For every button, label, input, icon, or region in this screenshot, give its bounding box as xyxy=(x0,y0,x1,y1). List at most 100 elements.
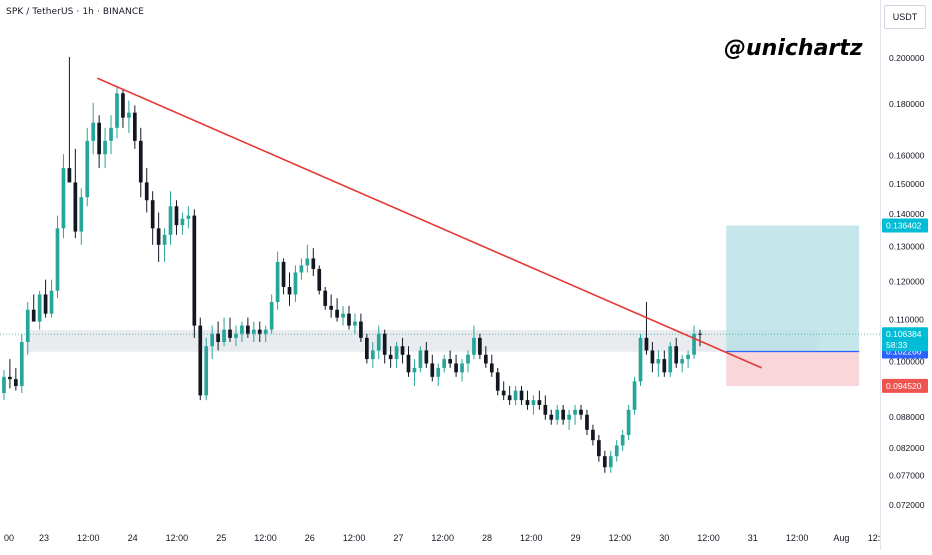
symbol-title: SPK / TetherUS · 1h · BINANCE xyxy=(6,7,144,17)
candle-body xyxy=(483,354,488,364)
candle-body xyxy=(507,395,512,401)
candle-body xyxy=(579,409,583,415)
candle-body xyxy=(662,359,667,373)
candle-body xyxy=(234,333,238,338)
candle-body xyxy=(180,218,185,226)
candle-body xyxy=(144,182,149,201)
candle-body xyxy=(311,258,316,269)
price-tick-label: 0.130000 xyxy=(889,241,925,251)
candle-body xyxy=(424,350,429,364)
time-tick-label: 29 xyxy=(571,533,581,543)
time-tick-label: 12:00 xyxy=(166,533,189,543)
candle-body xyxy=(79,197,84,232)
candle-body xyxy=(287,287,292,295)
candle-body xyxy=(537,400,542,405)
candle-body xyxy=(353,321,357,326)
candle-body xyxy=(614,445,619,457)
candle-body xyxy=(8,376,12,380)
candle-body xyxy=(692,333,696,355)
candle-body xyxy=(138,140,143,183)
time-tick-label: 12:00 xyxy=(77,533,100,543)
candle-body xyxy=(608,456,613,468)
time-tick-label: 12:00 xyxy=(786,533,809,543)
candle-body xyxy=(680,359,684,364)
candle-body xyxy=(2,376,6,394)
price-tick-label: 0.120000 xyxy=(889,277,925,287)
time-tick-label: 00 xyxy=(4,533,14,543)
candle-body xyxy=(132,112,137,141)
price-tick-label: 0.160000 xyxy=(889,151,925,161)
time-tick-label: 30 xyxy=(659,533,669,543)
candle-body xyxy=(341,313,345,318)
price-scale[interactable]: 0.200000 0.180000 0.160000 0.150000 0.140000… xyxy=(880,0,932,550)
time-tick-label: 24 xyxy=(128,533,138,543)
candle-body xyxy=(317,268,322,291)
candle-body xyxy=(115,93,119,128)
time-tick-label: 12:00 xyxy=(254,533,277,543)
price-tick-label: 0.100000 xyxy=(889,356,925,366)
time-tick-label: 12:00 xyxy=(609,533,632,543)
candle-body xyxy=(55,228,60,291)
candle-body xyxy=(489,363,494,373)
price-tick-label: 0.077000 xyxy=(889,471,925,481)
target-zone xyxy=(726,225,860,352)
candle-body xyxy=(430,363,435,377)
candle-body xyxy=(67,168,72,183)
candle-body xyxy=(275,261,280,303)
price-tick-label: 0.088000 xyxy=(889,412,925,422)
candle-body xyxy=(644,337,649,351)
candle-body xyxy=(281,261,286,288)
candle-body xyxy=(174,206,179,226)
candle-body xyxy=(620,434,625,446)
candle-body xyxy=(394,346,399,360)
candle-body xyxy=(382,333,387,355)
candle-body xyxy=(454,363,458,373)
candle-body xyxy=(698,333,702,335)
price-axis: 0.200000 0.180000 0.160000 0.150000 0.140000… xyxy=(882,53,928,510)
entry-price-tag: 0.102266 xyxy=(886,346,922,356)
candle-body xyxy=(472,337,476,355)
candle-body xyxy=(513,390,518,401)
candle-body xyxy=(150,200,155,229)
candle-body xyxy=(448,359,452,364)
candle-body xyxy=(365,337,369,360)
candle-body xyxy=(549,414,554,420)
candle-body xyxy=(97,122,101,155)
candle-body xyxy=(585,414,589,430)
candle-body xyxy=(240,325,244,334)
time-tick-label: 23 xyxy=(39,533,49,543)
candle-body xyxy=(668,346,673,373)
stop-price-tag-bg xyxy=(882,378,928,393)
candle-body xyxy=(388,354,393,360)
candle-body xyxy=(329,305,333,310)
current-price-tag: 0.106384 xyxy=(886,329,922,339)
stop-price-tag: 0.094520 xyxy=(886,381,922,391)
candle-body xyxy=(73,182,78,232)
candle-body xyxy=(299,265,304,273)
price-tick-label: 0.200000 xyxy=(889,53,925,63)
candle-body xyxy=(19,342,24,387)
candle-body xyxy=(246,325,250,334)
candle-body xyxy=(555,409,560,420)
current-price-tag-bg xyxy=(882,327,928,352)
target-price-tag: 0.136402 xyxy=(886,220,922,230)
candle-body xyxy=(376,333,381,351)
price-tick-label: 0.072000 xyxy=(889,500,925,510)
candle-body xyxy=(656,359,661,364)
currency-badge[interactable]: USDT xyxy=(884,5,926,29)
candle-body xyxy=(269,302,274,330)
candle-body xyxy=(192,215,197,326)
time-tick-label: 26 xyxy=(305,533,315,543)
candle-body xyxy=(14,379,18,387)
candle-body xyxy=(257,329,262,334)
candle-body xyxy=(370,350,375,360)
candle-body xyxy=(103,140,107,155)
candle-body xyxy=(591,429,595,441)
candle-body xyxy=(293,272,298,295)
price-tick-label: 0.140000 xyxy=(889,209,925,219)
target-price-tag-bg xyxy=(882,218,928,233)
time-tick-label: 12:00 xyxy=(520,533,543,543)
candle-body xyxy=(501,390,506,396)
